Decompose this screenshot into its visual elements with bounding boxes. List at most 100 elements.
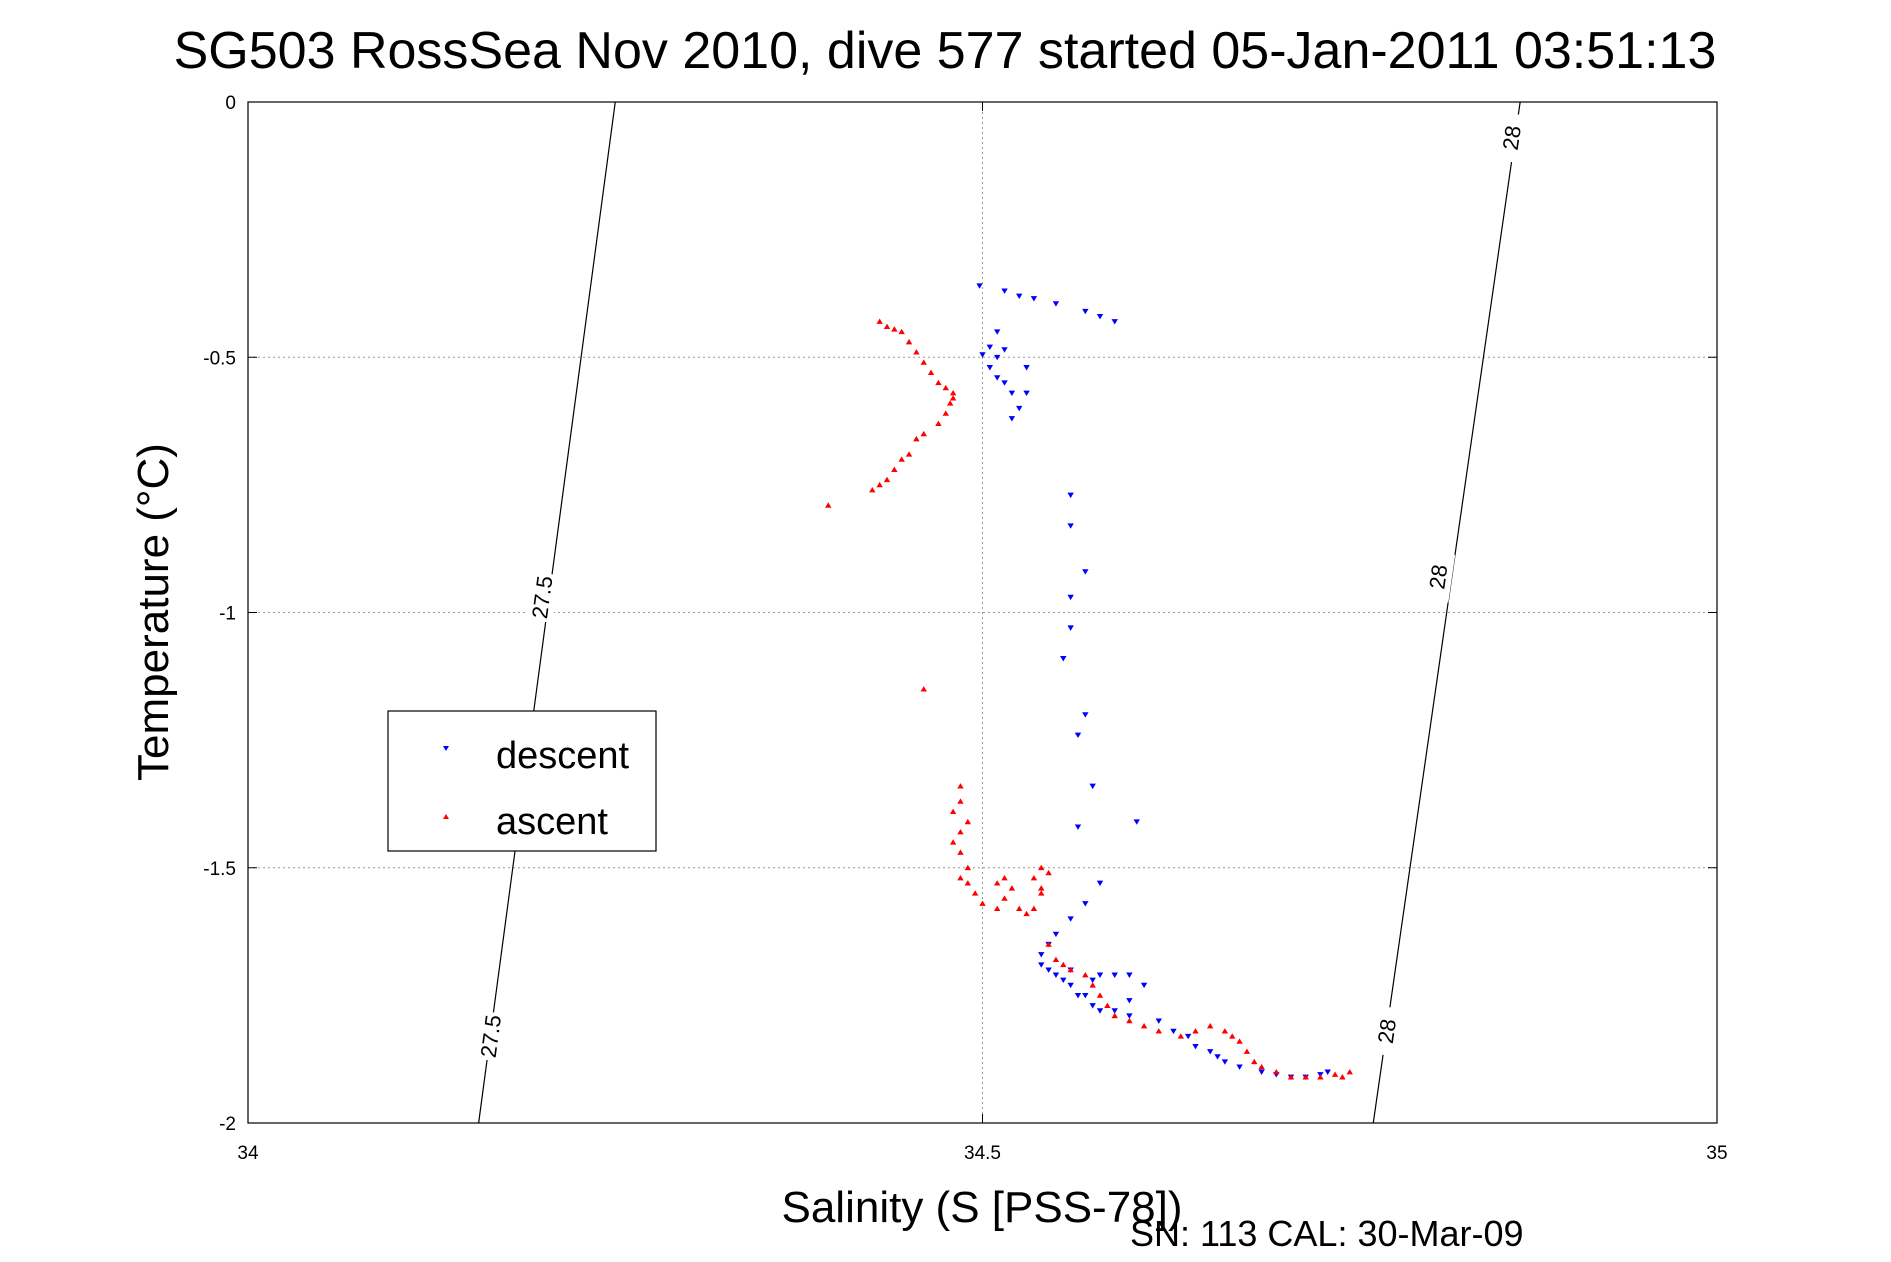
ascent-point (1067, 966, 1074, 973)
ascent-point (1221, 1028, 1229, 1034)
ascent-point (946, 400, 954, 406)
ascent-point (964, 864, 972, 871)
descent-point (1001, 288, 1008, 294)
ascent-point (1060, 961, 1067, 968)
contour-label: 28 (1373, 1017, 1401, 1045)
contour-label-group: 27.5 (524, 571, 559, 623)
legend-ascent-label: ascent (496, 801, 608, 843)
contour-label: 27.5 (527, 574, 557, 620)
x-tick-label: 34.5 (964, 1143, 1001, 1164)
descent-point (1111, 1008, 1118, 1014)
descent-point (1067, 982, 1074, 989)
descent-point (1016, 293, 1023, 299)
contour-label-group: 27.5 (473, 1010, 508, 1062)
descent-point (1206, 1049, 1214, 1055)
legend-ascent-marker (443, 814, 449, 819)
ascent-point (935, 379, 942, 386)
contour-label: 28 (1424, 563, 1452, 591)
descent-point (1082, 569, 1089, 575)
ascent-point (1192, 1028, 1199, 1034)
ascent-point (993, 880, 1001, 886)
legend-box (387, 710, 657, 852)
isopycnal-28 (1372, 101, 1521, 1124)
ascent-point (1273, 1068, 1280, 1075)
descent-point (1089, 1003, 1096, 1009)
descent-point (1023, 390, 1030, 396)
data-points (825, 283, 1353, 1081)
descent-point (1111, 319, 1118, 325)
ascent-point (1155, 1028, 1162, 1034)
ascent-point (1030, 905, 1038, 911)
x-tick-label: 34 (237, 1143, 259, 1164)
contour-label-bg (524, 571, 559, 623)
ascent-point (920, 430, 927, 437)
ascent-point (1008, 885, 1016, 891)
descent-point (1184, 1033, 1192, 1040)
descent-point (1089, 977, 1096, 984)
descent-point (1060, 977, 1067, 984)
legend-descent-marker (443, 746, 449, 751)
descent-point (1008, 390, 1016, 396)
ascent-point (935, 420, 942, 427)
ascent-point (825, 502, 832, 508)
ascent-point (1251, 1058, 1258, 1065)
x-axis-label: Salinity (S [PSS-78]) (781, 1183, 1182, 1232)
ascent-point (1339, 1074, 1346, 1080)
ascent-point (876, 318, 883, 324)
ascent-point (1001, 874, 1008, 881)
contour-label-group: 28 (1369, 1005, 1404, 1057)
contour-label-bg (1420, 551, 1456, 603)
descent-point (1214, 1054, 1221, 1060)
ascent-point (1236, 1038, 1243, 1044)
descent-point (1096, 314, 1104, 320)
ascent-point (949, 808, 957, 814)
y-tick-label: 0 (225, 93, 236, 114)
contour-label: 28 (1498, 124, 1526, 152)
descent-point (1155, 1018, 1162, 1024)
descent-point (1170, 1028, 1177, 1035)
contour-label-bg (473, 1010, 508, 1062)
ascent-point (920, 686, 927, 692)
descent-point (1074, 732, 1082, 739)
contour-label-group: 28 (1494, 111, 1529, 164)
ascent-point (1016, 905, 1023, 911)
ascent-point (883, 476, 891, 483)
descent-point (976, 283, 983, 289)
ascent-point (964, 880, 972, 886)
y-tick-label: -1.5 (203, 859, 236, 880)
ascent-point (949, 389, 957, 396)
ascent-point (1229, 1033, 1236, 1039)
ascent-point (1038, 890, 1045, 896)
descent-point (1052, 301, 1060, 307)
descent-point (993, 375, 1001, 381)
descent-point (1126, 972, 1133, 978)
ascent-point (913, 435, 920, 442)
descent-point (1133, 819, 1140, 825)
descent-point (1082, 712, 1089, 718)
ascent-point (1001, 895, 1008, 901)
grid (248, 101, 1718, 1123)
descent-point (1067, 523, 1074, 529)
ascent-point (1287, 1074, 1295, 1080)
descent-point (1074, 992, 1082, 999)
ascent-point (1302, 1074, 1309, 1080)
axis-ticks: 34 34.5 35 0 -0.5 -1 -1.5 -2 (203, 93, 1727, 1164)
serial-calibration-note: SN: 113 CAL: 30-Mar-09 (1130, 1213, 1524, 1254)
ascent-point (949, 395, 957, 401)
descent-point (1008, 416, 1016, 422)
ascent-point (957, 874, 964, 881)
descent-point (1258, 1069, 1265, 1075)
ascent-point (1052, 956, 1060, 963)
ascent-point (993, 905, 1001, 911)
ascent-point (971, 890, 979, 896)
y-tick-label: -2 (219, 1114, 236, 1135)
ascent-point (913, 349, 920, 355)
ascent-point (905, 451, 913, 457)
descent-point (1140, 982, 1148, 989)
density-contours: 27.5 27.5 28 28 28 (473, 101, 1529, 1124)
ascent-point (949, 839, 957, 845)
descent-point (1052, 972, 1060, 978)
descent-point (1126, 998, 1133, 1004)
descent-point (1067, 594, 1074, 601)
descent-point (1001, 380, 1008, 386)
